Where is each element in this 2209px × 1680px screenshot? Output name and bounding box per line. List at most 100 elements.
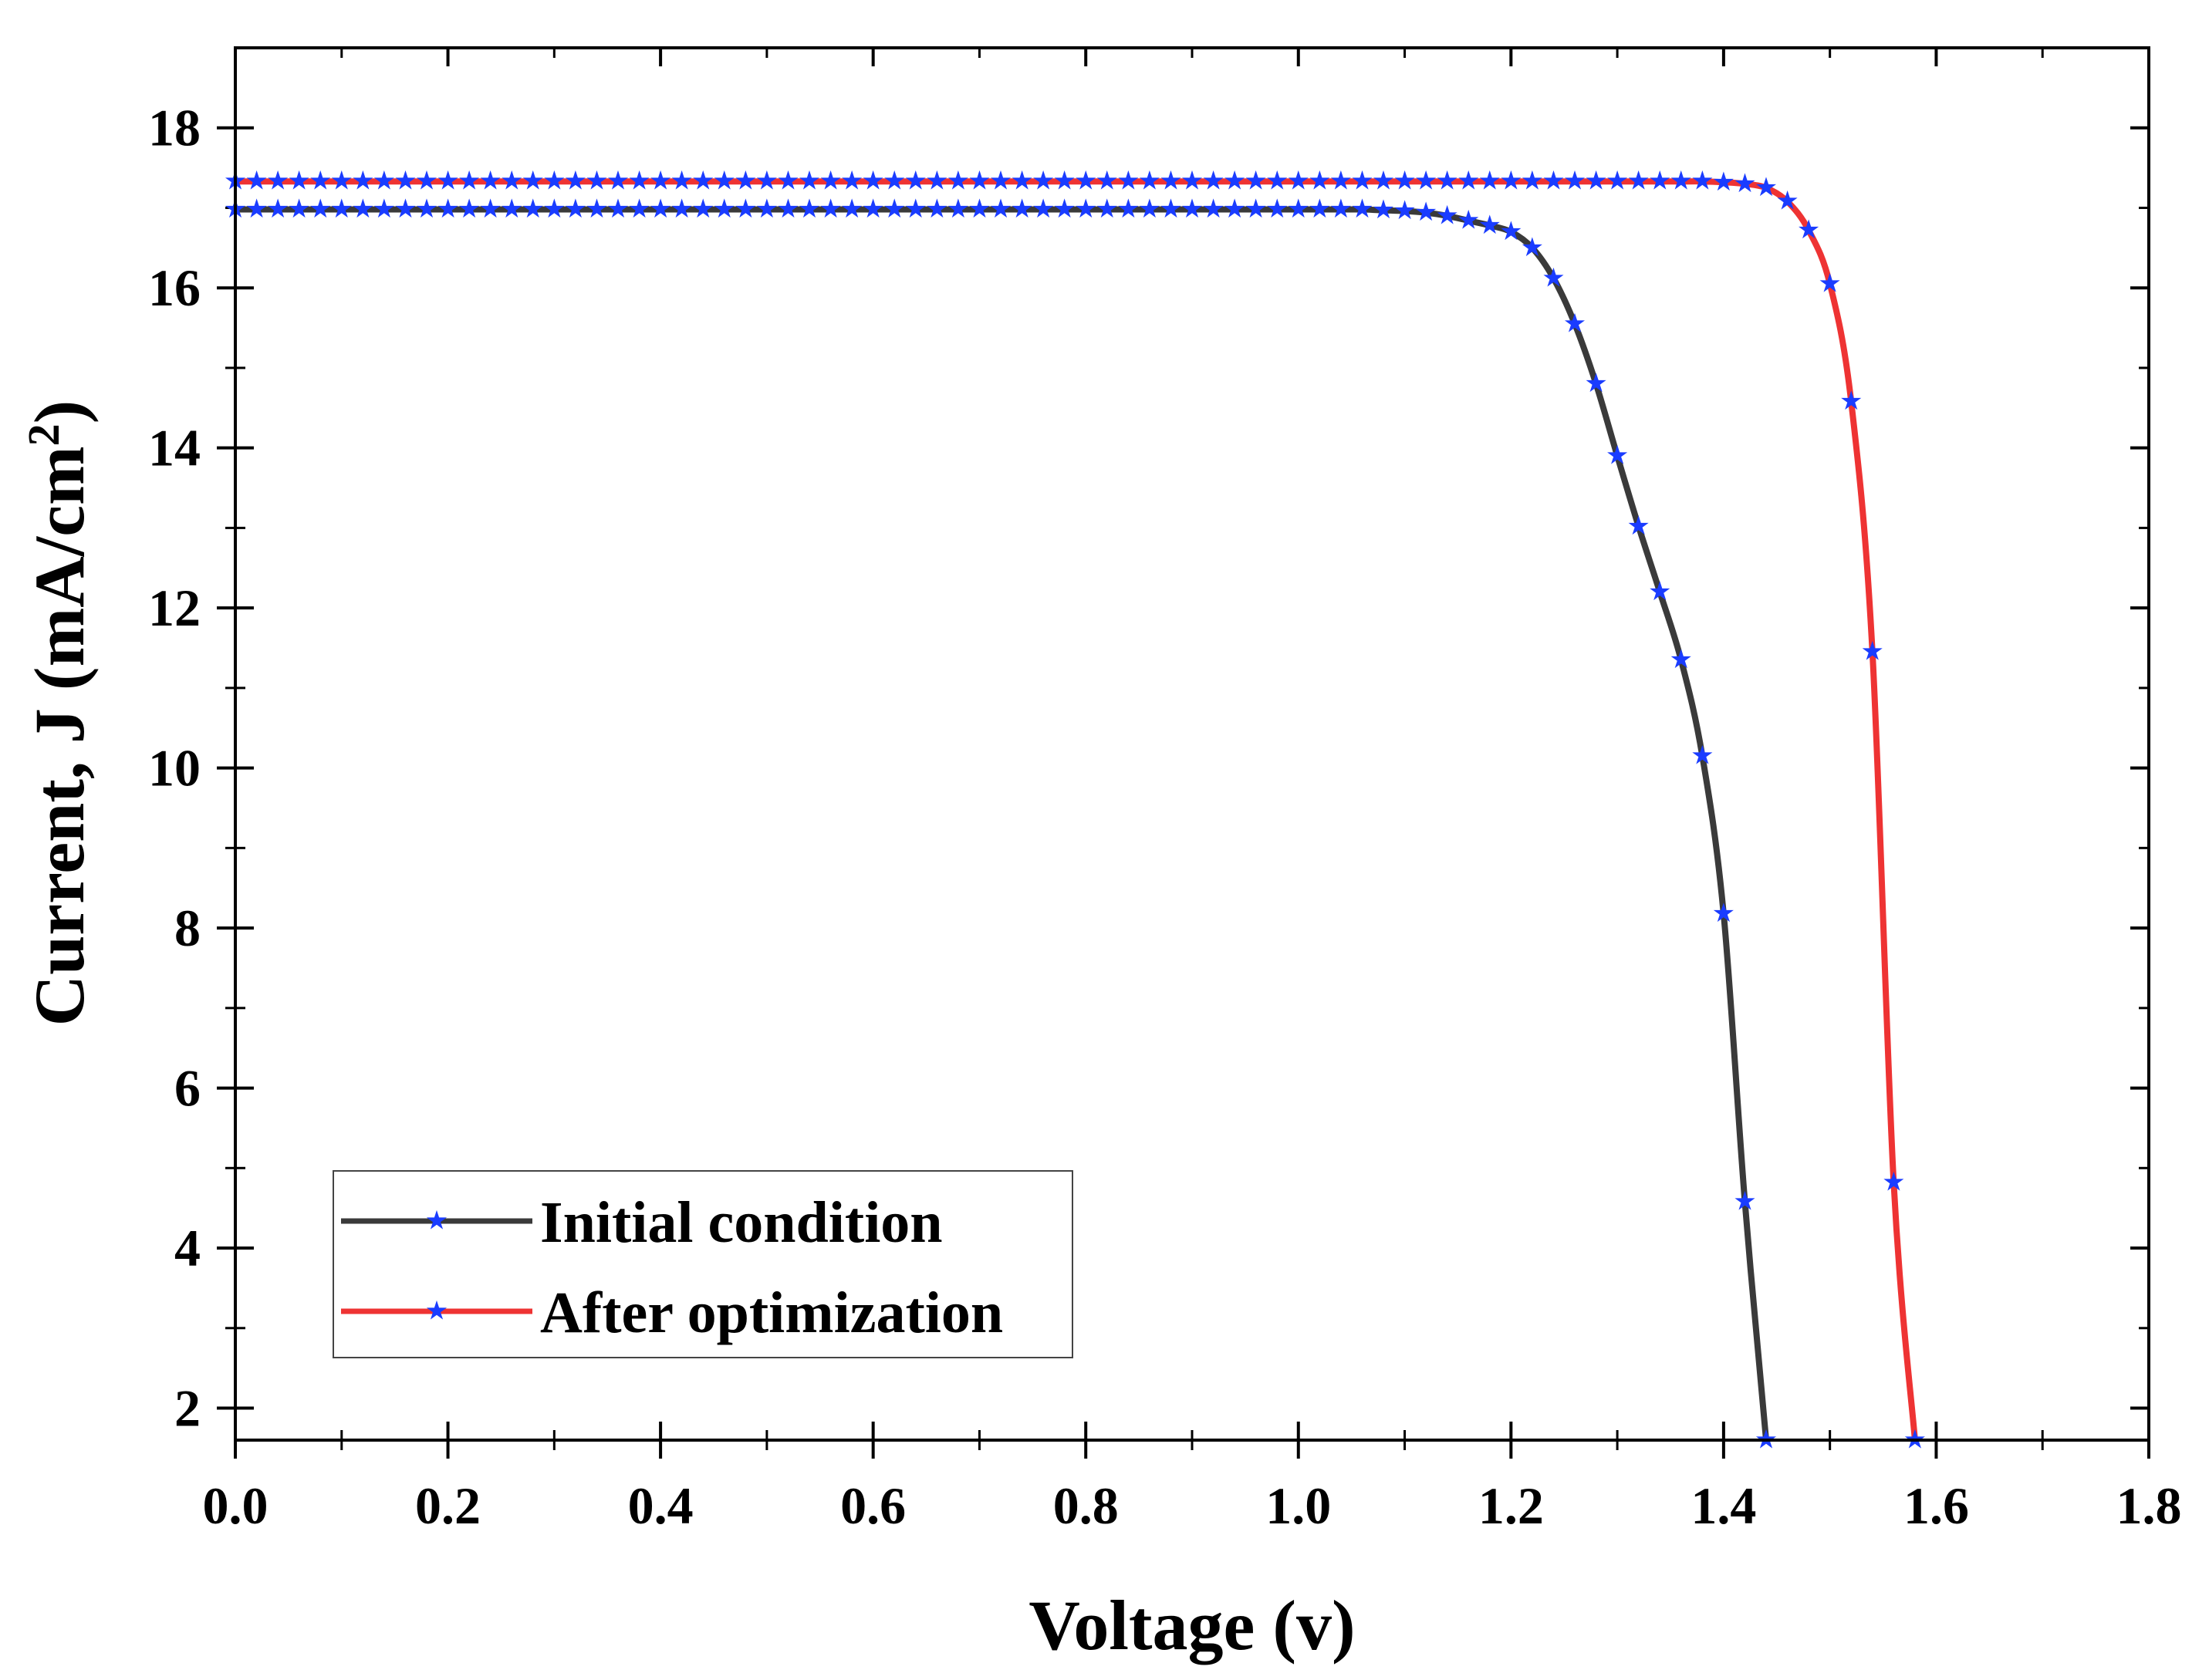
data-point-marker: ★ [649,195,672,224]
data-point-marker: ★ [309,167,332,196]
data-point-marker: ★ [1350,167,1373,196]
data-point-marker: ★ [1414,198,1437,227]
data-point-marker: ★ [883,167,906,196]
y-axis-title: Current, J (mA/cm2) [19,400,100,1027]
data-point-marker: ★ [819,167,842,196]
data-point-marker: ★ [1626,167,1650,196]
data-point-marker: ★ [1414,167,1437,196]
data-point-marker: ★ [287,167,310,196]
legend-label-optimized: After optimization [540,1280,1003,1345]
data-point-marker: ★ [245,167,268,196]
series-line-initial [235,206,1769,1440]
data-point-marker: ★ [266,195,289,224]
data-point-marker: ★ [585,195,608,224]
data-point-marker: ★ [734,195,757,224]
data-point-marker: ★ [1244,195,1267,224]
data-point-marker: ★ [691,167,714,196]
x-tick-label: 0.2 [415,1476,481,1535]
data-point-marker: ★ [947,195,970,224]
data-point-marker: ★ [1584,369,1607,398]
data-point-marker: ★ [1839,387,1863,416]
data-point-marker: ★ [1223,167,1246,196]
data-point-marker: ★ [627,167,650,196]
data-point-marker: ★ [1138,167,1161,196]
data-point-marker: ★ [1052,195,1076,224]
data-point-marker: ★ [883,195,906,224]
data-point-marker: ★ [1032,195,1055,224]
data-point-marker: ★ [1329,195,1353,224]
data-point-marker: ★ [798,195,821,224]
data-point-marker: ★ [904,167,927,196]
data-point-marker: ★ [1074,195,1097,224]
y-tick-label: 8 [174,899,201,957]
data-point-marker: ★ [564,167,587,196]
data-point-marker: ★ [1691,742,1714,771]
data-point-marker: ★ [1350,195,1373,224]
data-point-marker: ★ [1733,170,1756,198]
data-point-marker: ★ [1010,167,1033,196]
data-point-marker: ★ [1584,167,1607,196]
legend-marker-optimized: ★ [425,1297,448,1326]
y-tick-label: 4 [174,1219,201,1277]
data-point-marker: ★ [1201,195,1224,224]
data-point-marker: ★ [1626,512,1650,541]
data-point-marker: ★ [947,167,970,196]
data-point-marker: ★ [734,167,757,196]
x-tick-label: 0.0 [203,1476,269,1535]
data-point-marker: ★ [1691,167,1714,196]
legend-box [333,1170,1073,1358]
data-point-marker: ★ [989,167,1012,196]
data-point-marker: ★ [1457,167,1480,196]
data-point-marker: ★ [1478,167,1501,196]
data-point-marker: ★ [1201,167,1224,196]
x-tick-label: 1.4 [1691,1476,1756,1535]
data-point-marker: ★ [1244,167,1267,196]
y-tick-label: 12 [148,579,201,637]
data-point-marker: ★ [755,195,779,224]
data-point-marker: ★ [1180,167,1204,196]
data-point-marker: ★ [606,167,630,196]
data-point-marker: ★ [478,195,502,224]
data-point-marker: ★ [585,167,608,196]
data-point-marker: ★ [989,195,1012,224]
data-point-marker: ★ [478,167,502,196]
data-point-marker: ★ [1372,196,1395,224]
data-point-marker: ★ [330,167,353,196]
data-point-marker: ★ [819,195,842,224]
data-point-marker: ★ [373,195,396,224]
data-point-marker: ★ [393,167,417,196]
data-point-marker: ★ [1010,195,1033,224]
data-point-marker: ★ [925,195,948,224]
data-point-marker: ★ [1882,1168,1905,1196]
data-point-marker: ★ [1542,167,1565,196]
data-point-marker: ★ [840,167,863,196]
data-point-marker: ★ [1435,167,1458,196]
data-point-marker: ★ [1287,167,1310,196]
data-point-marker: ★ [1478,211,1501,240]
data-point-marker: ★ [500,167,523,196]
data-point-marker: ★ [458,167,481,196]
data-point-marker: ★ [330,195,353,224]
data-point-marker: ★ [1733,1187,1756,1216]
data-point-marker: ★ [1329,167,1353,196]
x-tick-label: 0.4 [628,1476,694,1535]
x-tick-label: 1.0 [1265,1476,1331,1535]
data-point-marker: ★ [500,195,523,224]
data-point-marker: ★ [1393,197,1416,225]
markers-layer: ★★★★★★★★★★★★★★★★★★★★★★★★★★★★★★★★★★★★★★★★… [224,167,1927,1455]
data-point-marker: ★ [1287,195,1310,224]
data-point-marker: ★ [1775,187,1799,216]
data-point-marker: ★ [1499,218,1522,246]
data-point-marker: ★ [1180,195,1204,224]
data-point-marker: ★ [904,195,927,224]
data-point-marker: ★ [522,167,545,196]
data-point-marker: ★ [1393,167,1416,196]
series-layer [235,178,1918,1440]
data-point-marker: ★ [1606,167,1629,196]
data-point-marker: ★ [458,195,481,224]
data-point-marker: ★ [1052,167,1076,196]
y-tick-label: 14 [148,419,201,477]
data-point-marker: ★ [393,195,417,224]
data-point-marker: ★ [1308,195,1331,224]
